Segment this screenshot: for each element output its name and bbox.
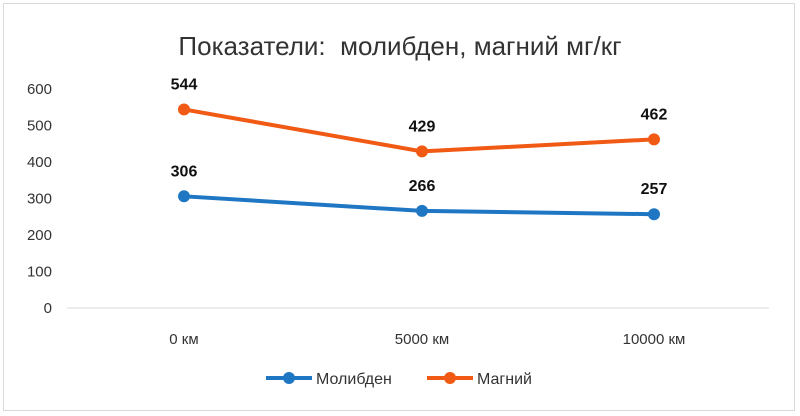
legend-label: Молибден <box>316 371 392 388</box>
y-tick-label: 500 <box>27 118 52 135</box>
y-tick-label: 600 <box>27 81 52 98</box>
data-point <box>648 208 660 221</box>
y-tick-label: 200 <box>27 227 52 244</box>
data-labels: 306 266 257 544 429 462 <box>171 76 668 198</box>
data-label: 306 <box>171 163 198 180</box>
data-label: 257 <box>641 181 668 198</box>
data-point <box>648 133 660 146</box>
y-axis: 0 100 200 300 400 500 600 <box>27 81 52 317</box>
data-label: 266 <box>409 178 436 195</box>
data-point <box>416 204 428 217</box>
data-point <box>178 190 190 203</box>
y-tick-label: 300 <box>27 191 52 208</box>
x-tick-label: 5000 км <box>395 331 449 348</box>
chart-title: Показатели: молибден, магний мг/кг <box>178 31 621 61</box>
data-label: 429 <box>409 118 436 135</box>
legend-swatch-marker <box>283 372 295 384</box>
series-layer <box>178 103 660 221</box>
data-point <box>178 103 190 116</box>
x-tick-label: 0 км <box>169 331 198 348</box>
x-tick-label: 10000 км <box>623 331 686 348</box>
chart-area: Показатели: молибден, магний мг/кг 0 100 2… <box>3 3 795 411</box>
y-tick-label: 400 <box>27 154 52 171</box>
y-tick-label: 100 <box>27 264 52 281</box>
data-point <box>416 145 428 158</box>
data-label: 462 <box>641 106 668 123</box>
data-label: 544 <box>171 76 198 93</box>
x-axis: 0 км 5000 км 10000 км <box>169 331 685 348</box>
legend-swatch-marker <box>444 372 456 384</box>
legend-label: Магний <box>477 371 532 388</box>
line-chart: Показатели: молибден, магний мг/кг 0 100 2… <box>27 31 769 388</box>
legend: Молибден Магний <box>266 371 532 388</box>
y-tick-label: 0 <box>44 300 52 317</box>
